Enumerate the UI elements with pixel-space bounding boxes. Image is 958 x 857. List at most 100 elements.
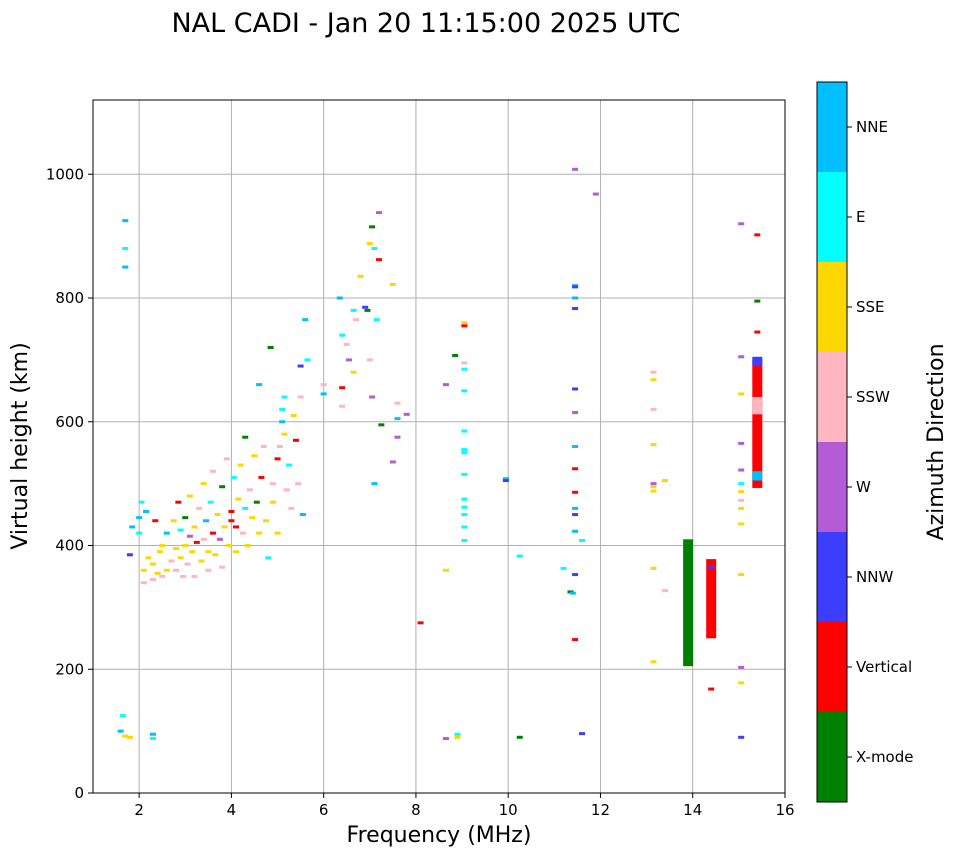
echo-point — [173, 568, 180, 572]
echo-point — [216, 537, 223, 541]
x-tick-label: 12 — [591, 801, 610, 819]
colorbar-tick-label: SSW — [856, 388, 890, 406]
echo-point — [572, 410, 579, 414]
echo-point — [295, 482, 302, 486]
echo-point — [279, 407, 286, 411]
echo-point — [191, 574, 198, 578]
echo-point — [159, 574, 166, 578]
x-tick-label: 10 — [499, 801, 518, 819]
echo-point — [738, 573, 745, 577]
echo-point — [184, 562, 191, 566]
colorbar-tick-label: SSE — [856, 298, 885, 316]
echo-point — [461, 451, 468, 455]
colorbar-label: Azimuth Direction — [924, 343, 949, 540]
plot-frame — [92, 99, 786, 794]
colorbar-tick-label: Vertical — [856, 658, 912, 676]
echo-point — [274, 457, 281, 461]
echo-point — [572, 529, 579, 533]
y-tick-label: 1000 — [46, 165, 84, 183]
echo-point — [189, 550, 196, 554]
colorbar-segment — [817, 82, 847, 172]
echo-point — [207, 500, 214, 504]
echo-point — [286, 463, 293, 467]
echo-point — [203, 519, 210, 523]
colorbar-segment — [817, 442, 847, 532]
echo-point — [378, 423, 385, 427]
echo-point — [292, 438, 299, 442]
colorbar-tick-label: E — [856, 208, 865, 226]
echo-point — [251, 454, 258, 458]
echo-point — [366, 242, 373, 246]
echo-point — [129, 525, 136, 529]
echo-point — [239, 531, 246, 535]
echo-point — [366, 358, 373, 362]
echo-point — [662, 589, 669, 593]
echo-point — [336, 296, 343, 300]
echo-point — [516, 735, 523, 739]
echo-point — [152, 519, 159, 523]
echo-point — [417, 621, 424, 625]
echo-point — [461, 448, 468, 452]
echo-point — [267, 346, 274, 349]
echo-point — [650, 660, 657, 664]
colorbar-tick-label: X-mode — [856, 748, 913, 766]
y-tick-label: 400 — [55, 537, 84, 555]
echo-point — [221, 525, 228, 529]
echo-point — [299, 513, 306, 517]
echo-point — [371, 482, 378, 486]
grid — [93, 100, 786, 794]
echo-point — [572, 307, 579, 311]
echo-point — [738, 441, 745, 445]
echo-point — [738, 681, 745, 685]
echo-point — [738, 482, 745, 486]
echo-point — [122, 265, 129, 269]
colorbar-segment — [817, 622, 847, 712]
axis-ticks: 2 4 6 8 10 12 14 16 0 200 400 600 800 1000 — [46, 165, 795, 819]
echo-point — [452, 354, 459, 358]
echo-point — [173, 547, 180, 551]
echo-point — [371, 247, 378, 250]
colorbar-tick-label: NNW — [856, 568, 893, 586]
echo-point — [117, 729, 124, 733]
echo-point — [516, 554, 523, 558]
echo-point — [461, 324, 468, 328]
echo-point — [177, 528, 184, 532]
echo-point — [219, 565, 226, 569]
echo-point — [156, 550, 163, 554]
echo-point — [461, 525, 468, 529]
echo-point — [143, 509, 150, 513]
echo-point — [454, 735, 461, 739]
echo-point — [343, 342, 350, 346]
echo-point — [738, 735, 745, 739]
echo-point — [200, 537, 207, 541]
echo-point — [738, 522, 745, 526]
echo-point — [461, 389, 468, 393]
x-tick-label: 4 — [227, 801, 237, 819]
echo-point — [154, 571, 161, 575]
echo-point — [569, 591, 576, 595]
echo-point — [276, 445, 283, 448]
echo-point — [350, 308, 357, 312]
echo-point — [364, 308, 371, 312]
echo-point — [572, 467, 579, 471]
x-axis-label: Frequency (MHz) — [347, 823, 532, 848]
echo-point — [145, 556, 152, 560]
echo-point — [205, 550, 212, 554]
echo-point — [376, 258, 383, 262]
echo-point — [226, 544, 233, 547]
echo-point — [572, 387, 579, 391]
echo-point — [159, 544, 166, 547]
echo-point — [339, 404, 346, 408]
echo-point — [592, 192, 599, 196]
echo-point — [369, 395, 376, 399]
echo-point — [560, 566, 567, 570]
echo-point — [572, 445, 579, 448]
echo-point — [394, 417, 401, 421]
x-tick-label: 8 — [411, 801, 421, 819]
echo-point — [230, 475, 237, 479]
echo-point — [362, 305, 369, 309]
echo-stripe — [706, 559, 717, 639]
y-tick-label: 800 — [55, 289, 84, 307]
echo-point — [461, 513, 468, 517]
